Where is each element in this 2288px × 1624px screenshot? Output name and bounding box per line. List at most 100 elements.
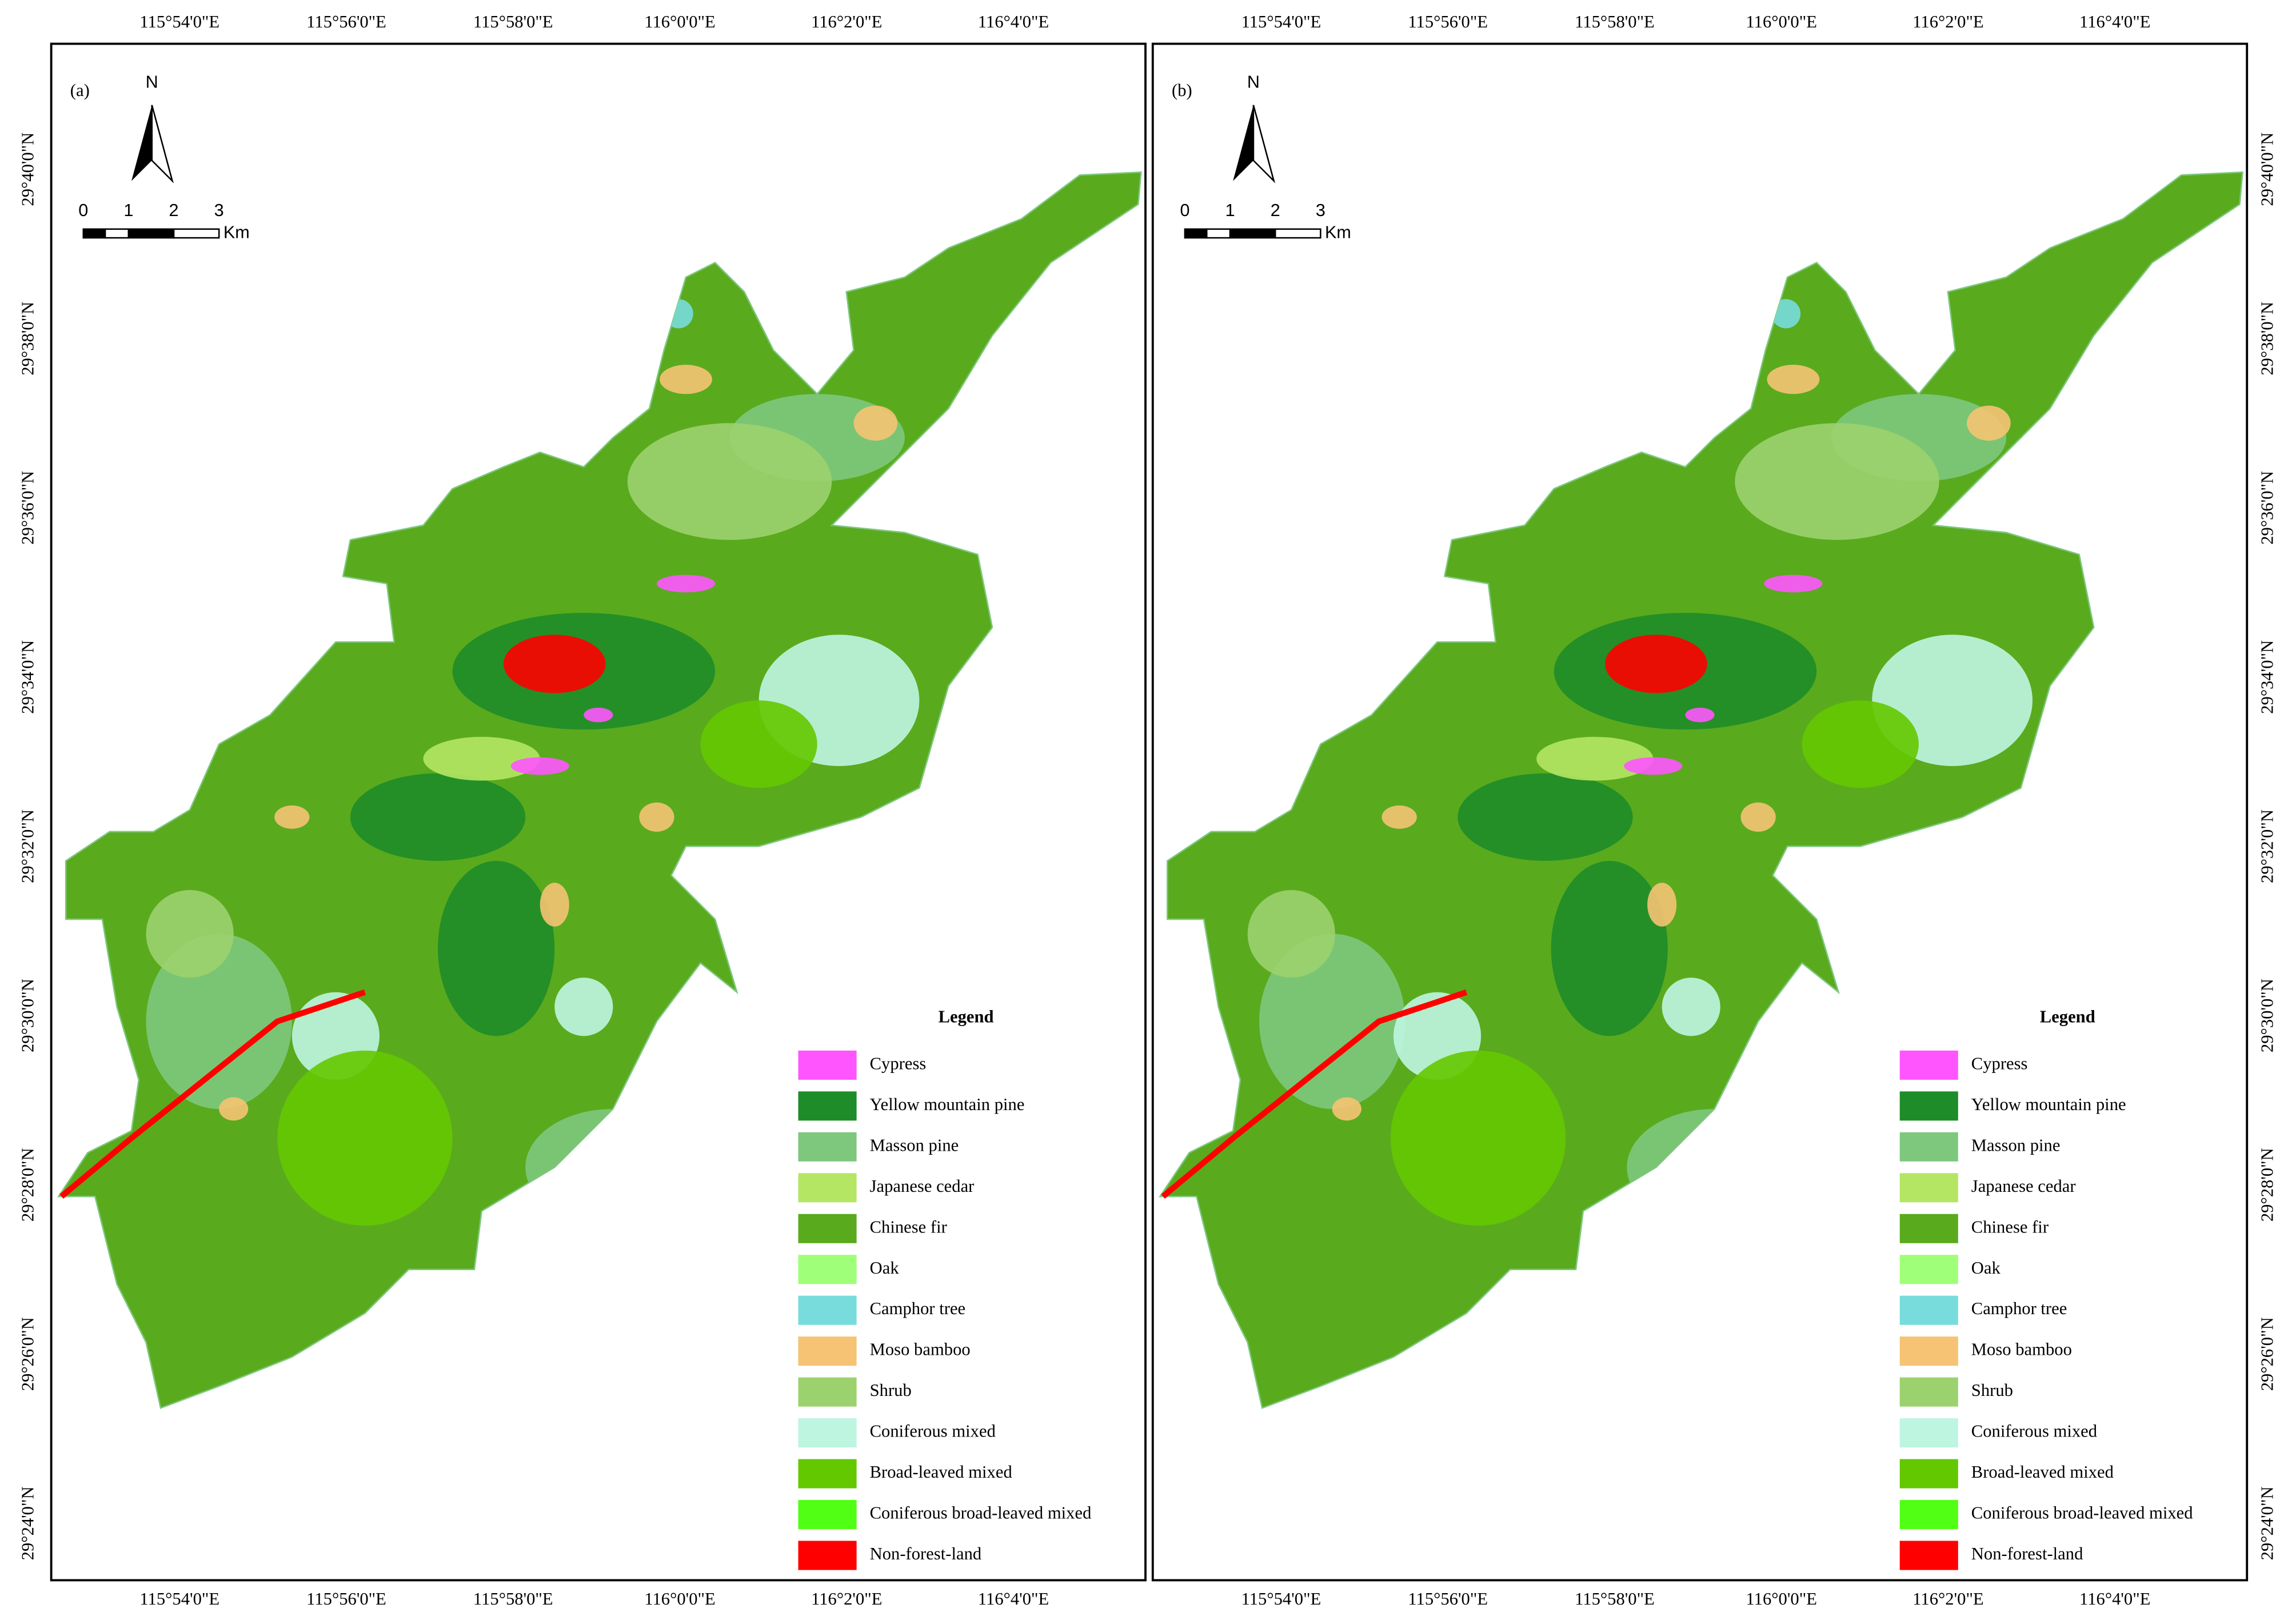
- latitude-label: 29°26'0"N: [2258, 1317, 2277, 1391]
- legend-label: Yellow mountain pine: [1971, 1095, 2126, 1114]
- latitude-label: 29°40'0"N: [18, 133, 37, 206]
- legend-label: Broad-leaved mixed: [870, 1462, 1012, 1482]
- legend-label: Chinese fir: [870, 1217, 947, 1236]
- land-cover-patch: [1536, 737, 1654, 781]
- land-cover-patch: [274, 805, 310, 829]
- land-cover-patch: [350, 773, 526, 861]
- legend-swatch: [798, 1418, 857, 1448]
- latitude-label: 29°36'0"N: [2258, 471, 2277, 545]
- longitude-label: 116°2'0"E: [811, 1589, 882, 1609]
- scale-label: 0: [1180, 201, 1189, 220]
- north-arrow: [1233, 105, 1253, 181]
- legend-swatch: [1899, 1418, 1958, 1448]
- scale-unit: Km: [1325, 223, 1351, 242]
- scale-label: 3: [214, 201, 224, 220]
- legend-label: Masson pine: [870, 1135, 959, 1155]
- land-cover-patch: [219, 1097, 249, 1121]
- river: [59, 989, 366, 1199]
- legend-swatch: [798, 1459, 857, 1489]
- scale-label: 0: [78, 201, 88, 220]
- longitude-label: 115°54'0"E: [139, 1589, 219, 1609]
- longitude-label: 116°2'0"E: [1912, 1589, 1983, 1609]
- longitude-label: 115°56'0"E: [1408, 1589, 1488, 1609]
- longitude-label: 115°56'0"E: [1408, 12, 1488, 31]
- legend-swatch: [1899, 1214, 1958, 1243]
- land-cover-patch: [1647, 883, 1677, 927]
- legend-swatch: [1899, 1295, 1958, 1325]
- land-cover-patch: [1764, 574, 1823, 593]
- legend-label: Oak: [1971, 1258, 2001, 1278]
- scale-label: 2: [169, 201, 179, 220]
- longitude-label: 115°54'0"E: [1241, 1589, 1321, 1609]
- legend-swatch: [1899, 1091, 1958, 1121]
- longitude-label: 115°58'0"E: [1575, 12, 1655, 31]
- legend-swatch: [798, 1500, 857, 1530]
- land-cover-patch: [1247, 890, 1335, 978]
- land-cover-patch: [510, 757, 569, 775]
- land-cover-patch: [627, 423, 832, 540]
- land-cover-patch: [438, 861, 555, 1036]
- longitude-label: 115°56'0"E: [306, 1589, 386, 1609]
- legend-swatch: [1899, 1336, 1958, 1366]
- land-cover-patch: [1259, 933, 1405, 1109]
- scale-label: 2: [1271, 201, 1280, 220]
- legend-label: Moso bamboo: [870, 1340, 971, 1359]
- longitude-label: 115°54'0"E: [139, 12, 219, 31]
- scale-bar: [104, 228, 130, 239]
- scale-bar: [173, 228, 220, 239]
- legend-label: Japanese cedar: [870, 1176, 975, 1196]
- legend-label: Japanese cedar: [1971, 1176, 2076, 1196]
- longitude-label: 116°0'0"E: [1746, 1589, 1817, 1609]
- land-cover-patch: [554, 977, 613, 1036]
- longitude-label: 116°4'0"E: [2079, 12, 2150, 31]
- latitude-label: 29°34'0"N: [18, 640, 37, 714]
- longitude-label: 116°4'0"E: [978, 12, 1049, 31]
- legend-label: Non-forest-land: [870, 1544, 982, 1563]
- land-cover-patch: [1802, 700, 1919, 788]
- legend-label: Masson pine: [1971, 1135, 2061, 1155]
- longitude-label: 116°4'0"E: [978, 1589, 1049, 1609]
- legend-swatch: [798, 1132, 857, 1162]
- legend-swatch: [1899, 1255, 1958, 1284]
- scale-bar: [1274, 228, 1321, 239]
- legend-swatch: [798, 1173, 857, 1203]
- scale-unit: Km: [223, 223, 250, 242]
- legend-swatch: [1899, 1541, 1958, 1570]
- legend-swatch: [1899, 1500, 1958, 1530]
- land-cover-patch: [1740, 802, 1776, 832]
- legend-label: Non-forest-land: [1971, 1544, 2083, 1563]
- legend-label: Shrub: [870, 1380, 912, 1400]
- legend-label: Coniferous mixed: [870, 1422, 996, 1441]
- scale-label: 1: [123, 201, 133, 220]
- land-cover-patch: [1771, 299, 1801, 329]
- latitude-label: 29°24'0"N: [2258, 1486, 2277, 1560]
- land-cover-patch: [1662, 977, 1720, 1036]
- legend-label: Shrub: [1971, 1380, 2013, 1400]
- legend-swatch: [1899, 1173, 1958, 1203]
- land-cover-patch: [423, 737, 540, 781]
- legend-swatch: [798, 1541, 857, 1570]
- legend-swatch: [1899, 1377, 1958, 1407]
- land-cover-patch: [1767, 365, 1820, 394]
- legend-label: Yellow mountain pine: [870, 1095, 1025, 1114]
- longitude-label: 116°0'0"E: [644, 12, 715, 31]
- legend-swatch: [1899, 1050, 1958, 1080]
- latitude-label: 29°36'0"N: [18, 471, 37, 545]
- north-arrow: [1252, 105, 1276, 183]
- latitude-label: 29°32'0"N: [18, 809, 37, 883]
- legend-swatch: [798, 1050, 857, 1080]
- scale-label: 3: [1316, 201, 1325, 220]
- north-label: N: [1247, 73, 1260, 92]
- latitude-label: 29°30'0"N: [18, 979, 37, 1052]
- scale-label: 1: [1225, 201, 1235, 220]
- latitude-label: 29°28'0"N: [2258, 1148, 2277, 1222]
- legend-title: Legend: [2040, 1007, 2095, 1027]
- latitude-label: 29°40'0"N: [2258, 133, 2277, 206]
- land-cover-patch: [1967, 405, 2011, 441]
- land-cover-patch: [1332, 1097, 1361, 1121]
- scale-bar: [127, 228, 175, 239]
- legend-swatch: [798, 1214, 857, 1243]
- scale-bar: [82, 228, 106, 239]
